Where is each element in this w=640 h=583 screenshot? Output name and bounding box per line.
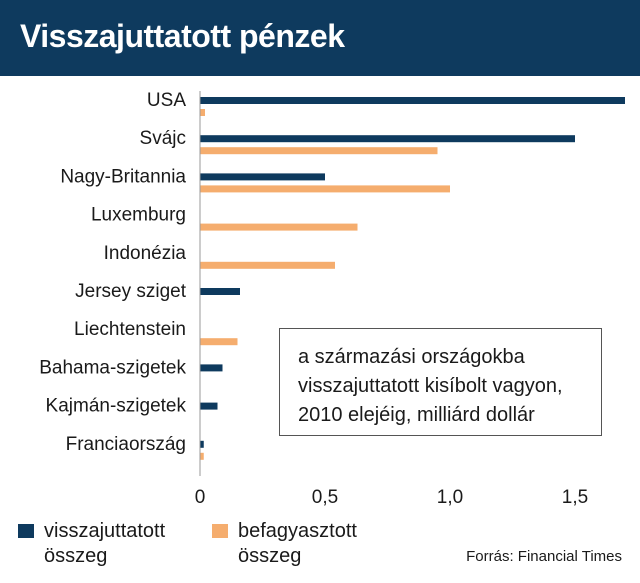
x-tick-label: 0 [195, 487, 206, 508]
bar-frozen [200, 452, 204, 460]
header-bar: Visszajuttatott pénzek [0, 0, 640, 76]
x-tick-label: 1,5 [562, 487, 588, 508]
category-label: Jersey sziget [75, 281, 187, 302]
bar-returned [200, 288, 240, 295]
legend-label-returned: visszajuttatott összeg [44, 520, 166, 567]
bar-returned [200, 440, 204, 448]
legend-label-frozen: befagyasztott összeg [238, 520, 357, 567]
category-label: Indonézia [104, 243, 187, 264]
bar-returned [200, 135, 575, 143]
bar-returned [200, 364, 223, 372]
source-credit: Forrás: Financial Times [466, 548, 622, 565]
bars-group [200, 97, 625, 460]
bar-chart: USA Svájc Nagy-Britannia Luxemburg Indonézia… [39, 90, 625, 508]
bar-frozen [200, 185, 450, 193]
category-label: Svájc [140, 128, 186, 149]
bar-frozen [200, 147, 438, 155]
category-label: USA [147, 90, 186, 111]
category-label: Bahama-szigetek [39, 357, 186, 378]
category-label: Franciaország [66, 434, 186, 455]
bar-frozen [200, 261, 335, 269]
category-labels: USA Svájc Nagy-Britannia Luxemburg Indonézia… [39, 90, 187, 455]
category-label: Nagy-Britannia [60, 166, 186, 187]
chart-title: Visszajuttatott pénzek [20, 18, 345, 54]
bar-returned [200, 97, 625, 104]
category-label: Luxemburg [91, 205, 186, 226]
note-line-2: visszajuttatott kisíbolt vagyon, [298, 375, 563, 397]
bar-frozen [200, 223, 358, 231]
category-label: Kajmán-szigetek [46, 396, 187, 417]
x-tick-label: 0,5 [312, 487, 338, 508]
bar-returned [200, 402, 218, 410]
x-tick-label: 1,0 [437, 487, 463, 508]
category-label: Liechtenstein [74, 319, 186, 340]
bar-frozen [200, 109, 205, 116]
bar-frozen [200, 338, 238, 346]
note-line-1: a származási országokba [298, 346, 525, 368]
note-line-3: 2010 elejéig, milliárd dollár [298, 404, 535, 426]
bar-returned [200, 173, 325, 181]
chart-note: a származási országokba visszajuttatott … [279, 328, 602, 436]
legend-swatch-frozen [212, 524, 228, 538]
legend-swatch-returned [18, 524, 34, 538]
x-tick-labels: 0 0,5 1,0 1,5 [195, 487, 589, 508]
